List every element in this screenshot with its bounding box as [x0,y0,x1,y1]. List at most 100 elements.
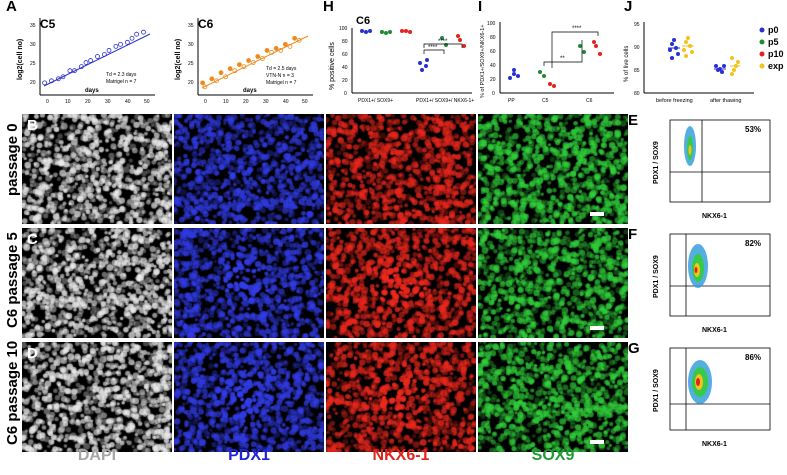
micrograph-texture [174,114,324,224]
chart-c6: C6 Td = 2.5 days VTN-N n = 3 Matrigel n … [175,17,313,105]
row-label-2: C6 passage 5 [4,232,21,328]
chart-i-group-3: C6 [586,98,593,104]
micrograph-texture [22,342,172,452]
flow-g-pct: 86% [745,353,761,362]
panel-label-f: F [628,226,638,243]
a2-pts-point [283,41,288,47]
a-pts-point [67,68,73,74]
i-ytick-4: 80 [490,35,496,41]
chart-c5-ylabel: log2(cell no) [17,39,24,80]
micrograph-tile [174,114,324,224]
panel-label-a: A [6,0,17,15]
c5-xtick-2: 20 [85,99,91,105]
micrograph-tile [326,228,476,338]
c6-ytick-1: 25 [188,61,194,67]
col-label-dapi: DAPI [77,447,117,464]
a2-pts-point [273,45,279,51]
chart-c6-xlabel: days [243,88,257,94]
i-ytick-2: 40 [490,63,496,69]
a-pts-point [118,41,123,47]
micrograph-tile [478,342,628,452]
j-ytick-2: 90 [634,45,640,51]
a2-pts-point [227,66,233,72]
a2-pts-point [264,48,270,53]
chart-j-legend-p5: p5 [768,37,779,47]
micrograph-texture [478,114,628,224]
panel-label-d: D [27,345,38,362]
a2-pts-point [292,35,297,41]
a-pts-point [60,74,66,80]
micrograph-tile [326,342,476,452]
chart-j-ylabel: % of live cells [624,46,630,82]
c6-ytick-3: 35 [188,23,194,29]
chart-c5: C5 Td = 2.3 days Matrigel n = 7 days 0 1… [17,17,155,105]
chart-j-legend-p10: p10 [768,49,784,59]
chart-h-sig-2: **** [438,39,448,45]
a2-pts-point [223,74,228,80]
c5-xtick-4: 40 [125,99,131,105]
h-ytick-1: 20 [342,78,348,84]
chart-c6-legend-1: VTN-N n = 3 [266,73,294,79]
panel-label-b: B [27,117,38,134]
a2-pts-point [218,70,224,76]
i-ytick-5: 100 [487,21,496,27]
chart-i-ylabel: % of PDX1+/SOX9+/NKX6-1+ [480,24,486,98]
chart-c5-title: C5 [40,17,56,31]
col-label-nkx6-1: NKX6-1 [372,447,430,464]
flow-f-pct: 82% [745,239,761,248]
chart-i-sig-1: ** [560,56,565,62]
a2-pts-point [260,56,265,61]
a-pts-point [56,76,61,82]
a-pts-point [134,31,139,37]
a2-pts-point [250,60,256,65]
chart-c6-legend-2: Matrigel n = 7 [266,80,297,86]
a-pts-point [42,80,47,86]
j-ytick-0: 80 [634,91,640,97]
row-label-3: C6 passage 10 [4,340,21,445]
micrograph-tile [326,114,476,224]
a2-pts-point [209,76,215,82]
chart-h-sig-1: **** [428,45,438,51]
a2-pts-point [202,84,208,90]
c6-xtick-2: 20 [243,99,249,105]
micrograph-texture [174,342,324,452]
a-pts-point [141,29,146,35]
a2-pts-point [246,58,251,63]
c6-ytick-2: 30 [188,42,194,48]
j-ytick-3: 95 [634,22,640,28]
flow-plot-e: 53% NKX6-1 PDX1 / SOX9 [653,119,771,220]
a2-pts-point [214,78,219,84]
micrograph-tile [478,114,628,224]
scale-bar-3 [590,440,604,444]
a-pts-point [83,60,89,65]
flow-e-ylabel: PDX1 / SOX9 [653,141,660,184]
chart-c6-title: C6 [198,17,214,31]
chart-i-group-1: PP [508,98,515,104]
panel-label-h: H [323,0,334,15]
micrograph-tile [22,114,172,224]
h-ytick-2: 40 [342,65,348,71]
panel-label-g: G [628,340,640,357]
chart-h: C6 0 20 40 60 80 100 **** **** PDX1+/ SO… [329,15,474,104]
c5-xtick-3: 30 [105,99,111,105]
micrograph-texture [22,114,172,224]
i-ytick-1: 20 [490,77,496,83]
c6-xtick-1: 10 [223,99,229,105]
a-pts-point [129,35,135,41]
chart-i-group-2: C5 [542,98,549,104]
h-ytick-0: 0 [344,91,347,97]
i-ytick-0: 0 [492,91,495,97]
micrograph-tile [174,228,324,338]
scale-bar-2 [590,326,604,330]
chart-c6-points [200,35,302,90]
col-label-pdx1: PDX1 [228,447,270,464]
a2-pts-point [296,37,302,43]
panel-label-e: E [628,112,639,129]
flow-f-ylabel: PDX1 / SOX9 [653,255,660,298]
chart-c5-xlabel: days [85,88,99,94]
chart-j-points [668,36,740,76]
a2-pts-point [237,62,242,68]
chart-h-group-1: PDX1+/ SOX9+ [358,98,393,104]
chart-h-points [360,29,466,72]
chart-c5-note: Td = 2.3 days [106,72,137,78]
